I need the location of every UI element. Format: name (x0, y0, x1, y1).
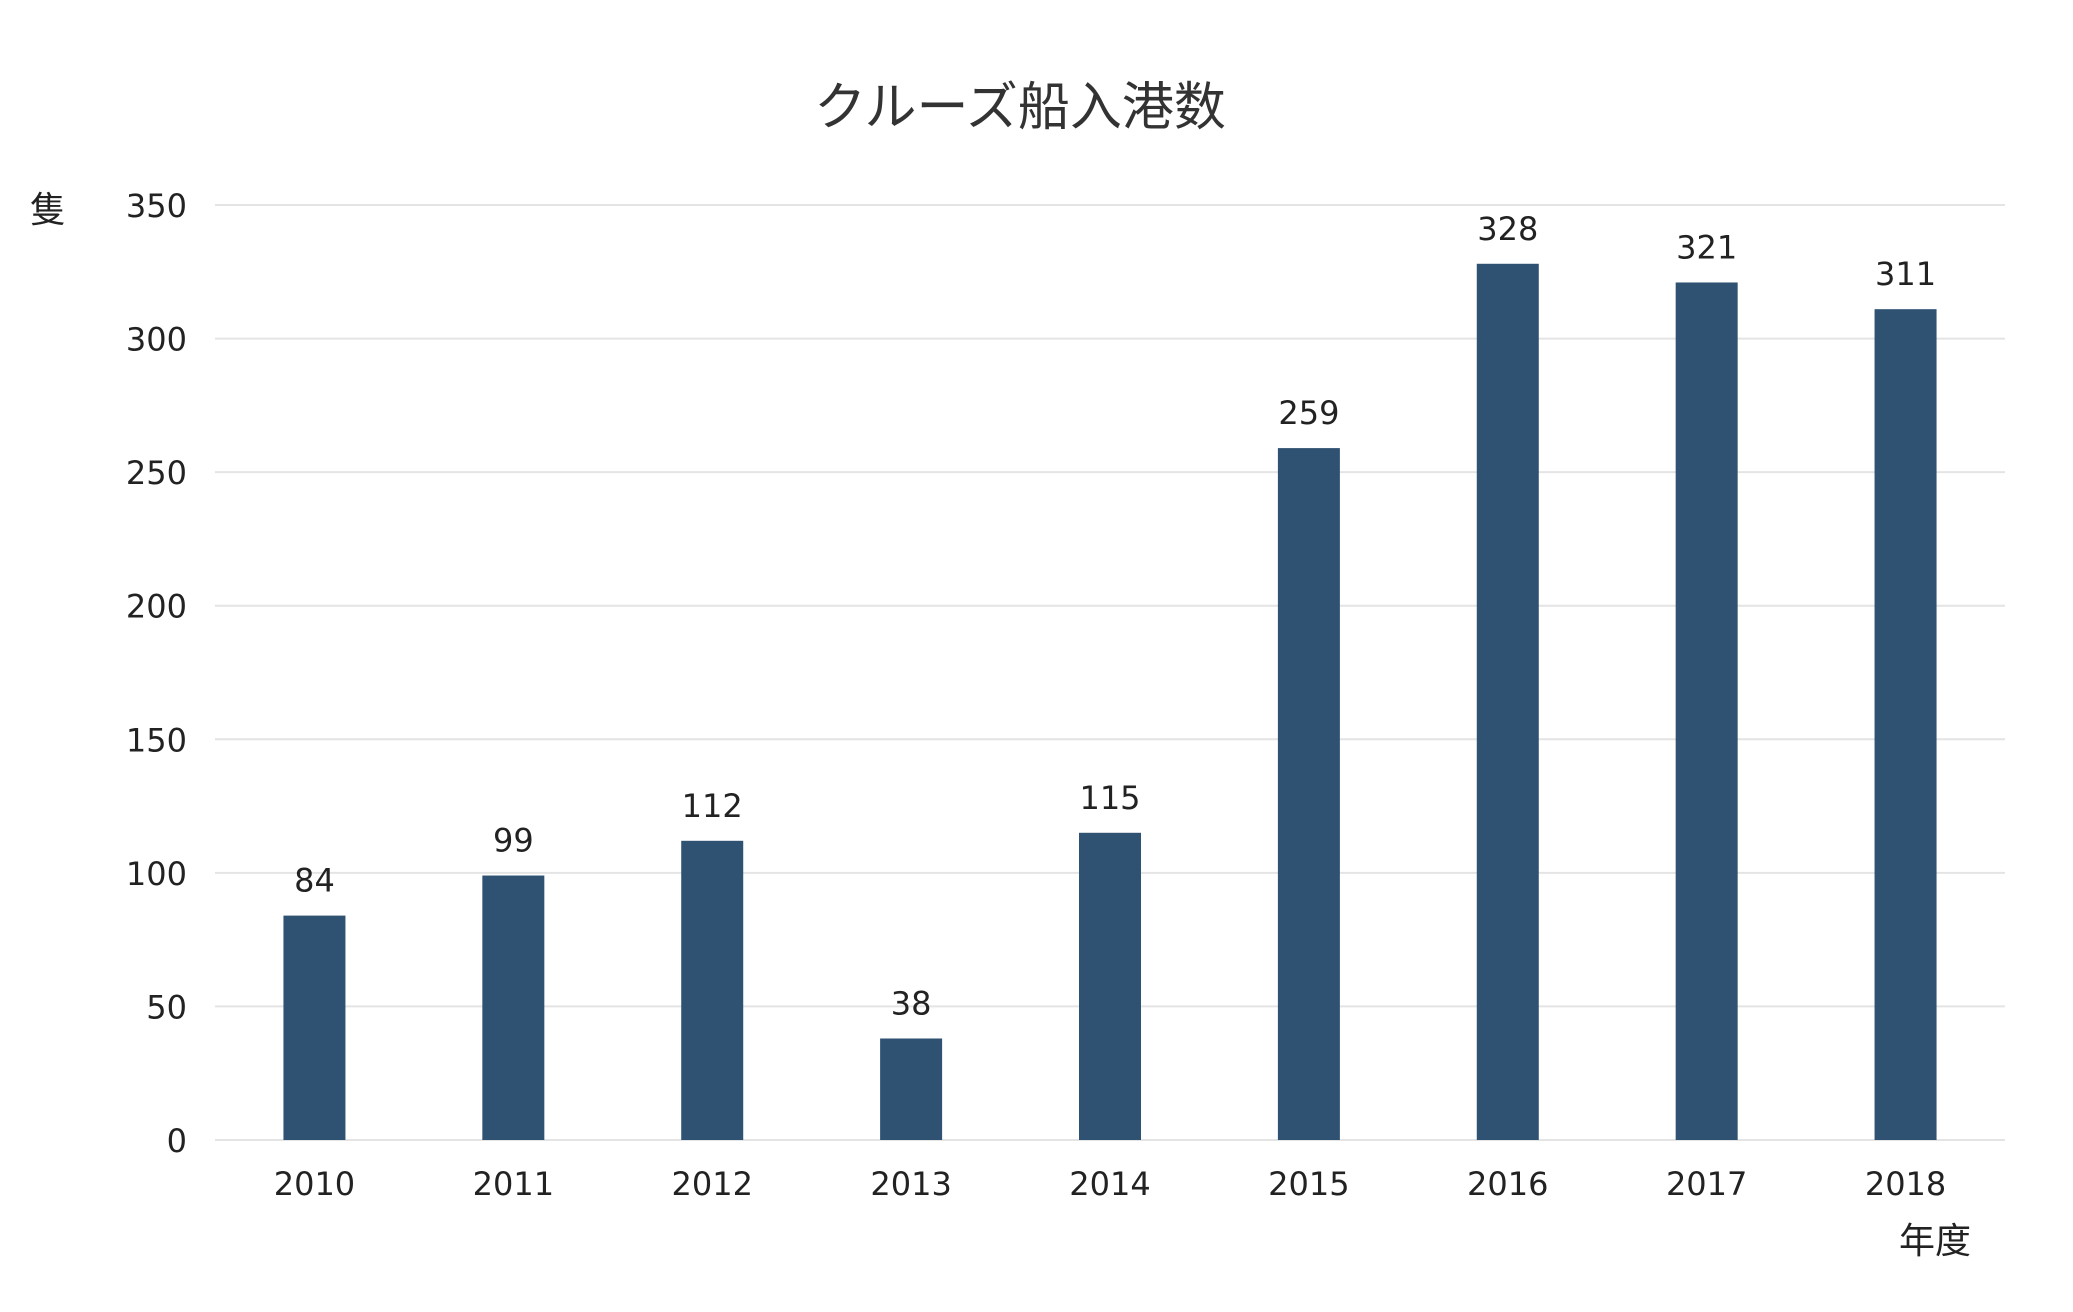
data-label: 321 (1676, 228, 1737, 266)
y-tick-label: 50 (146, 988, 187, 1026)
bar (880, 1038, 943, 1140)
y-tick-label: 150 (126, 721, 187, 759)
y-tick-label: 300 (126, 321, 187, 359)
x-axis-label: 年度 (1899, 1221, 1971, 1262)
data-label: 259 (1278, 394, 1339, 432)
x-tick-label: 2012 (672, 1165, 753, 1203)
bar (482, 875, 545, 1140)
data-label: 115 (1079, 779, 1140, 817)
x-axis-ticks: 2010 2011 2012 2013 2014 2015 2016 2017 2018 (274, 1165, 1947, 1203)
x-tick-label: 2018 (1865, 1165, 1946, 1203)
data-label: 311 (1875, 255, 1936, 293)
data-label: 84 (294, 862, 335, 900)
y-tick-label: 100 (126, 855, 187, 893)
bars (283, 263, 1937, 1141)
x-tick-label: 2017 (1666, 1165, 1747, 1203)
data-label: 38 (891, 984, 932, 1022)
bar (1675, 282, 1738, 1140)
y-tick-label: 350 (126, 187, 187, 225)
data-label: 99 (493, 822, 534, 860)
bar (1874, 309, 1937, 1141)
bar (1079, 832, 1141, 1140)
x-tick-label: 2010 (274, 1165, 355, 1203)
x-tick-label: 2016 (1467, 1165, 1548, 1203)
x-tick-label: 2013 (870, 1165, 951, 1203)
x-tick-label: 2014 (1069, 1165, 1150, 1203)
bar (681, 840, 744, 1140)
data-labels: 84 99 112 38 115 259 328 321 311 (294, 210, 1936, 1023)
bar (1476, 263, 1539, 1140)
data-label: 328 (1477, 210, 1538, 248)
y-tick-label: 0 (167, 1122, 187, 1160)
bar (1277, 448, 1340, 1141)
y-tick-label: 200 (126, 588, 187, 626)
y-tick-label: 250 (126, 454, 187, 492)
x-tick-label: 2015 (1268, 1165, 1349, 1203)
x-tick-label: 2011 (473, 1165, 554, 1203)
data-label: 112 (682, 787, 743, 825)
y-axis-label: 隻 (30, 190, 66, 231)
chart-title: クルーズ船入港数 (814, 78, 1226, 138)
y-axis-ticks: 0 50 100 150 200 250 300 350 (126, 187, 187, 1160)
bar (283, 915, 346, 1140)
